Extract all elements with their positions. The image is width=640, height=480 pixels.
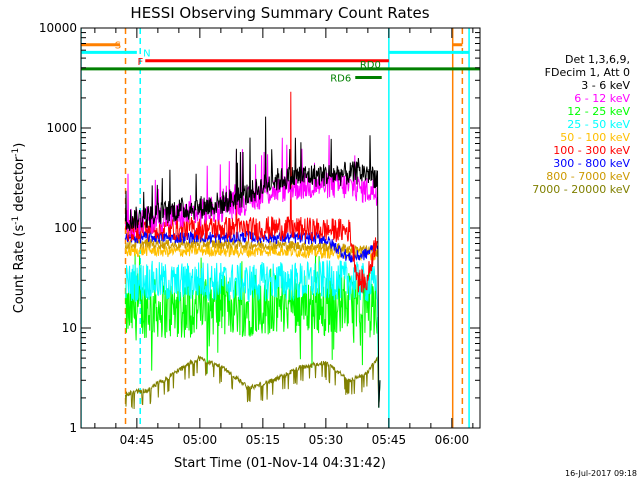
x-tick-label: 05:00 xyxy=(183,433,218,447)
flag-label: S xyxy=(115,41,121,52)
legend-header-line-1: Det 1,3,6,9, xyxy=(565,53,630,66)
series-line xyxy=(125,354,381,410)
flag-label: RD0 xyxy=(360,60,381,71)
legend-header-line-2: FDecim 1, Att 0 xyxy=(545,66,630,79)
legend-entry: 12 - 25 keV xyxy=(567,105,630,118)
legend-entry: 7000 - 20000 keV xyxy=(532,183,630,196)
flag-label: RD6 xyxy=(330,73,351,84)
flag-label: N xyxy=(143,48,150,59)
y-tick-label: 1000 xyxy=(46,121,77,135)
series-line xyxy=(125,260,381,408)
x-tick-label: 05:15 xyxy=(246,433,281,447)
date-stamp: 16-Jul-2017 09:18 xyxy=(565,469,637,478)
y-tick-label: 10000 xyxy=(39,21,77,35)
flag-label: F xyxy=(137,57,143,68)
x-tick-label: 04:45 xyxy=(120,433,155,447)
legend-entry: 300 - 800 keV xyxy=(553,157,630,170)
axis-layer: 1 10 100 1000 10000 04:45 05:00 05:15 05:30 05:45… xyxy=(39,21,480,447)
chart-title: HESSI Observing Summary Count Rates xyxy=(130,4,429,22)
legend-entry: 3 - 6 keV xyxy=(581,79,630,92)
y-tick-label: 100 xyxy=(54,221,77,235)
legend-entry: 800 - 7000 keV xyxy=(546,170,630,183)
y-tick-label: 10 xyxy=(62,321,77,335)
x-tick-label: 05:30 xyxy=(309,433,344,447)
legend: Det 1,3,6,9, FDecim 1, Att 0 3 - 6 keV6 … xyxy=(532,53,630,196)
flag-layer: S NF RD0 RD6 xyxy=(81,41,480,84)
legend-entry: 100 - 300 keV xyxy=(553,144,630,157)
legend-entry: 6 - 12 keV xyxy=(574,92,630,105)
legend-entry: 50 - 100 keV xyxy=(560,131,630,144)
legend-entry: 25 - 50 keV xyxy=(567,118,630,131)
x-tick-label: 06:00 xyxy=(435,433,470,447)
y-tick-label: 1 xyxy=(69,421,77,435)
series-line xyxy=(125,116,381,408)
y-axis-label: Count Rate (s-1 detector-1) xyxy=(11,143,27,314)
x-tick-label: 05:45 xyxy=(372,433,407,447)
x-axis-label: Start Time (01-Nov-14 04:31:42) xyxy=(174,456,386,471)
data-layer xyxy=(81,28,470,428)
